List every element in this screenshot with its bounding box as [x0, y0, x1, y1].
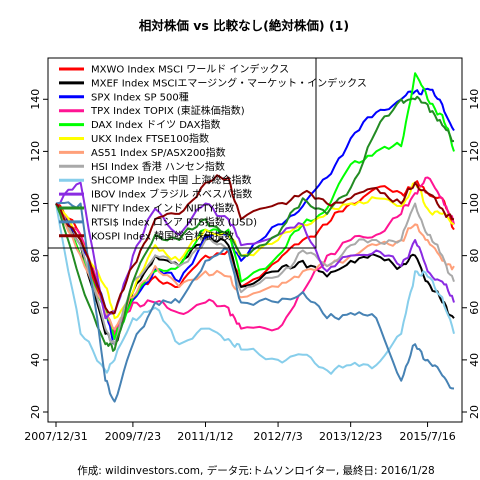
- legend-label: MXWO Index MSCI ワールド インデックス: [91, 63, 289, 76]
- legend-label: MXEF Index MSCIエマージング・マーケット・インデックス: [91, 76, 367, 89]
- series-line: [55, 203, 455, 375]
- y-tick-label: 140: [29, 89, 42, 110]
- legend-label: TPX Index TOPIX (東証株価指数): [90, 104, 245, 117]
- legend-label: AS51 Index SP/ASX200指数: [91, 146, 226, 159]
- y-tick-label: 120: [29, 141, 42, 162]
- series-line: [55, 202, 455, 330]
- legend-label: UKX Index FTSE100指数: [91, 132, 209, 145]
- y-axis-left: 20 40 60 80 100 120 140: [29, 89, 48, 419]
- series-line: [55, 95, 455, 352]
- legend-label: KOSPI Index 韓国総合株価指数: [91, 229, 234, 242]
- x-tick-label: 2011/1/12: [177, 430, 233, 443]
- source-note: 作成: wildinvestors.com, データ元:トムソンロイター, 最終…: [77, 464, 434, 477]
- series-line: [55, 174, 455, 315]
- legend-label: NIFTY Index インド NIFTY指数: [91, 202, 235, 215]
- y-tick-label: 40: [29, 353, 42, 367]
- y-tick-label: 20: [29, 405, 42, 419]
- y-tick-label: 80: [29, 249, 42, 263]
- legend-label: IBOV Index ブラジル ボベスパ指数: [91, 188, 252, 201]
- x-tick-label: 2013/12/23: [319, 430, 382, 443]
- y-tick-label: 40: [468, 353, 480, 367]
- y-tick-label: 60: [468, 301, 480, 315]
- chart-title: 相対株価 vs 比較なし(絶対株価) (1): [139, 18, 349, 33]
- y-tick-label: 80: [468, 249, 480, 263]
- legend-label: HSI Index 香港 ハンセン指数: [91, 160, 225, 173]
- series-line: [55, 72, 455, 340]
- legend-label: RTSI$ Index ロシア RTS指数 (USD): [91, 215, 257, 228]
- y-tick-label: 140: [468, 89, 480, 110]
- x-axis: 2007/12/31 2009/7/23 2011/1/12 2012/7/3 2013…: [24, 422, 456, 443]
- legend-box: [47, 57, 317, 249]
- x-tick-label: 2015/7/16: [399, 430, 455, 443]
- legend-label: SHCOMP Index 中国 上海総合指数: [91, 174, 251, 187]
- legend-label: DAX Index ドイツ DAX指数: [91, 118, 221, 131]
- x-tick-label: 2007/12/31: [24, 430, 87, 443]
- legend-label: SPX Index SP 500種: [91, 90, 189, 103]
- series-layer: [55, 72, 455, 403]
- x-tick-label: 2009/7/23: [105, 430, 161, 443]
- series-line: [55, 201, 455, 403]
- y-tick-label: 100: [468, 193, 480, 214]
- y-tick-label: 100: [29, 193, 42, 214]
- series-line: [55, 181, 455, 320]
- y-tick-label: 120: [468, 141, 480, 162]
- y-tick-label: 20: [468, 405, 480, 419]
- y-tick-label: 60: [29, 301, 42, 315]
- y-axis-right: 20 40 60 80 100 120 140: [462, 89, 480, 419]
- x-tick-label: 2012/7/3: [253, 430, 302, 443]
